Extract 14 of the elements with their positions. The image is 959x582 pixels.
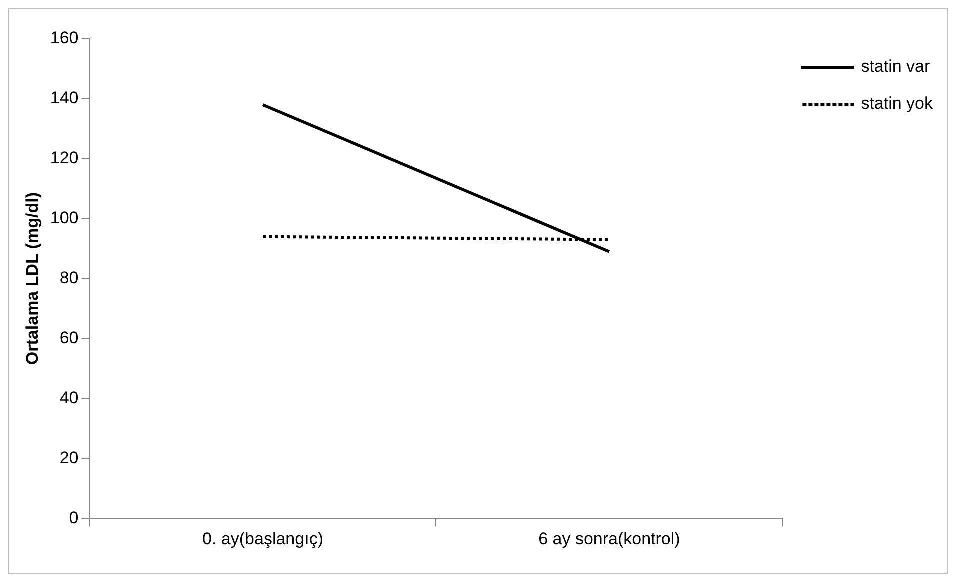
y-tick-label: 0: [69, 508, 79, 528]
y-tick-label: 140: [50, 88, 79, 108]
y-axis-title: Ortalama LDL (mg/dl): [22, 192, 42, 366]
y-tick-label: 60: [60, 328, 79, 348]
y-tick-label: 120: [50, 148, 79, 168]
y-tick-label: 20: [60, 448, 79, 468]
y-tick-label: 160: [50, 28, 79, 48]
legend-label: statin yok: [861, 94, 934, 114]
legend-label: statin var: [861, 57, 930, 76]
x-tick-label: 6 ay sonra(kontrol): [538, 529, 680, 548]
y-tick-label: 80: [60, 268, 79, 288]
x-tick-label: 0. ay(başlangıç): [202, 529, 324, 548]
y-tick-label: 100: [50, 208, 79, 228]
y-tick-label: 40: [60, 388, 79, 408]
